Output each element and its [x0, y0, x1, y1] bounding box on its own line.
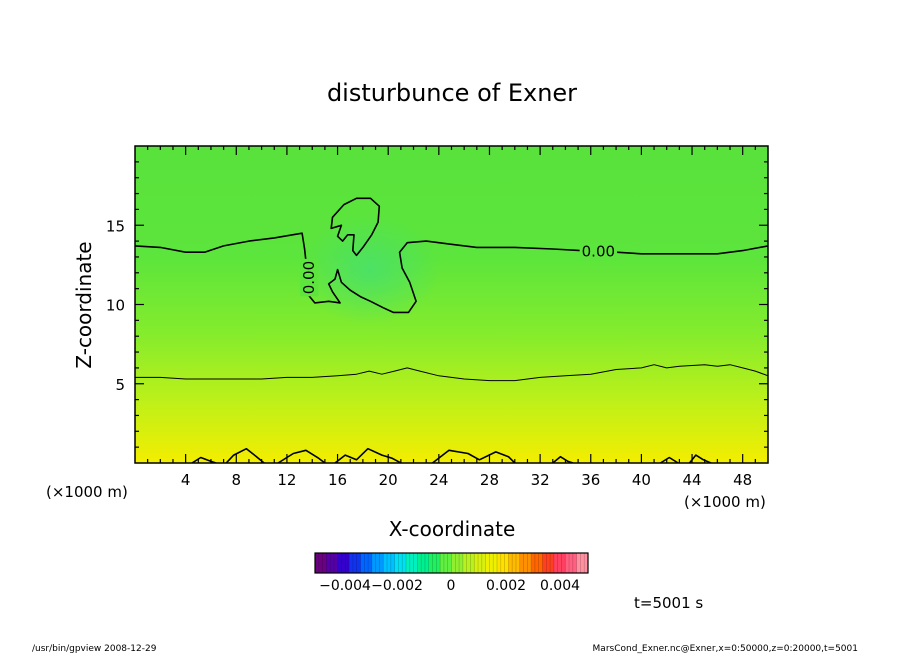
footer-left: /usr/bin/gpview 2008-12-29 [32, 644, 157, 654]
x-tick-label: 48 [733, 471, 752, 489]
colorbar-labels: −0.004 −0.002 0 0.002 0.004 [319, 578, 580, 594]
contour-line [659, 456, 679, 463]
colorbar-tick-label: −0.004 [319, 578, 371, 594]
footer-right: MarsCond_Exner.nc@Exner,x=0:50000,z=0:20… [593, 644, 858, 654]
colorbar-swatch [565, 553, 578, 573]
chart-title: disturbunce of Exner [327, 79, 577, 107]
colorbar-swatch [497, 553, 509, 573]
field-background [135, 146, 768, 463]
x-tick-label: 36 [581, 471, 600, 489]
contour-line [330, 197, 381, 257]
colorbar-swatch [417, 553, 430, 573]
x-tick-label: 28 [480, 471, 499, 489]
colorbar-swatch [326, 553, 339, 573]
y-axis-label: Z-coordinate [72, 241, 96, 368]
colorbar-swatch [360, 553, 373, 573]
colorbar-tick-label: 0 [447, 578, 456, 594]
contour-line [552, 455, 574, 463]
contour-line [334, 447, 402, 463]
contour-line [135, 364, 768, 382]
colorbar-swatch [383, 553, 396, 573]
time-label: t=5001 s [634, 594, 703, 612]
x-tick-label: 12 [277, 471, 296, 489]
colorbar-swatch [542, 553, 555, 573]
x-tick-label: 8 [232, 471, 242, 489]
contour-line [688, 454, 712, 463]
x-tick-label: 44 [682, 471, 701, 489]
colorbar-swatch [508, 553, 521, 573]
colorbar-swatch [371, 553, 384, 573]
axis-ticks [135, 146, 768, 463]
colorbar-swatch [462, 553, 475, 573]
contour-line [191, 456, 217, 463]
contour-label-bg [300, 258, 319, 297]
colorbar-swatch [531, 553, 544, 573]
x-tick-labels: 4 8 12 16 20 24 28 32 36 40 44 48 [181, 471, 752, 489]
contour-label: 0.00 [582, 243, 615, 261]
field-anomaly [300, 215, 440, 325]
contour-line [432, 449, 516, 463]
x-tick-label: 40 [632, 471, 651, 489]
y-tick-label: 10 [106, 297, 125, 315]
colorbar-swatch [451, 553, 464, 573]
colorbar-swatch [349, 553, 362, 573]
colorbar-swatch [337, 553, 350, 573]
colorbar-swatch [406, 553, 418, 573]
colorbar-tick-label: 0.004 [540, 578, 580, 594]
x-tick-label: 16 [328, 471, 347, 489]
y-tick-label: 5 [115, 376, 125, 394]
colorbar-swatch [576, 553, 589, 573]
colorbar-frame [314, 552, 589, 574]
colorbar-swatch [428, 553, 441, 573]
contour-line [277, 449, 326, 463]
colorbar-swatch [485, 553, 498, 573]
x-tick-label: 32 [531, 471, 550, 489]
colorbar-swatch [315, 553, 327, 573]
x-axis-label: X-coordinate [389, 517, 516, 541]
y-tick-label: 15 [106, 217, 125, 235]
plot-area: 0.00 0.00 [135, 146, 768, 463]
colorbar-tick-label: 0.002 [486, 578, 526, 594]
x-unit-left: (×1000 m) [46, 483, 128, 501]
colorbar-tick-label: −0.002 [371, 578, 423, 594]
y-tick-labels: 5 10 15 [106, 217, 125, 394]
colorbar-swatch [440, 553, 453, 573]
x-tick-label: 20 [379, 471, 398, 489]
contour-line [225, 447, 265, 463]
x-tick-label: 4 [181, 471, 191, 489]
contour-label: 0.00 [300, 261, 318, 294]
colorbar-swatch [474, 553, 487, 573]
contour-labels: 0.00 0.00 [300, 242, 618, 297]
contour-label-bg [579, 242, 618, 261]
colorbar [314, 552, 589, 574]
x-unit-right: (×1000 m) [684, 493, 766, 511]
colorbar-swatch [553, 553, 566, 573]
x-tick-label: 24 [429, 471, 448, 489]
colorbar-swatch [519, 553, 532, 573]
colorbar-swatch [394, 553, 407, 573]
